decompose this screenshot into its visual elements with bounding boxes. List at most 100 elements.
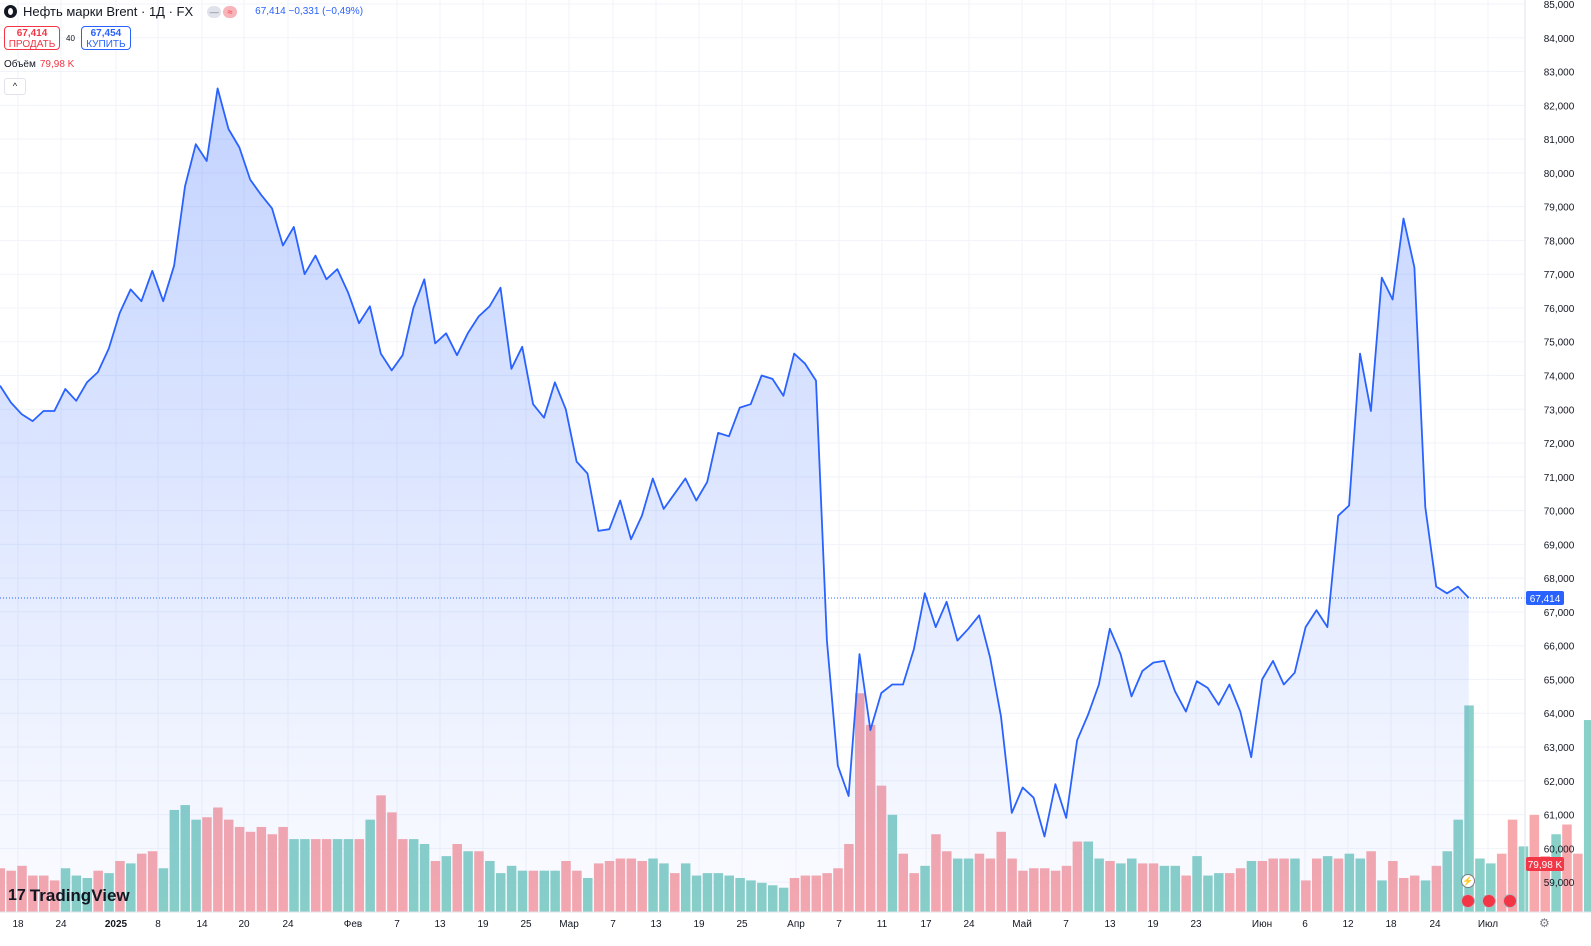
volume-bar [1540,856,1550,912]
time-tick-label: 18 [1385,919,1397,930]
price-tick-label: 70,000 [1544,507,1575,518]
price-tick-label: 79,000 [1544,203,1575,214]
time-tick-label: 24 [963,919,975,930]
time-tick-label: 8 [155,919,161,930]
tradingview-mark-icon: 17 [8,887,26,904]
price-tick-label: 60,000 [1544,844,1575,855]
price-tick-label: 72,000 [1544,439,1575,450]
price-tick-label: 63,000 [1544,743,1575,754]
minus-icon[interactable]: — [207,5,222,18]
trade-panel: 67,414 ПРОДАТЬ 40 67,454 КУПИТЬ [4,26,131,50]
volume-bar [1475,858,1485,912]
volume-bar [1464,705,1474,912]
collapse-icon[interactable]: ^ [4,78,26,95]
buy-price: 67,454 [90,28,122,39]
time-tick-label: 11 [877,919,888,930]
volume-bar [1507,819,1518,912]
buy-button[interactable]: 67,454 КУПИТЬ [80,26,131,50]
time-tick-label: Мар [559,919,579,930]
price-tick-label: 82,000 [1544,101,1575,112]
price-tick-label: 69,000 [1544,540,1575,551]
volume-bar [1486,863,1496,912]
price-area-fill [0,88,1469,912]
tradingview-name: TradingView [29,886,130,905]
time-tick-label: 20 [238,919,250,930]
sell-price: 67,414 [16,28,48,39]
time-tick-label: 18 [12,919,24,930]
price-tick-label: 62,000 [1544,777,1575,788]
approx-icon[interactable]: ≈ [223,5,238,18]
volume-bar [1583,720,1591,912]
price-tick-label: 59,000 [1544,878,1575,889]
buy-label: КУПИТЬ [86,39,126,50]
volume-bar [1496,853,1507,912]
sell-button[interactable]: 67,414 ПРОДАТЬ [4,26,60,50]
time-tick-label: Фев [344,919,362,930]
volume-label: Объём [4,59,36,70]
price-tick-label: 66,000 [1544,642,1575,653]
symbol-legend: Нефть марки Brent · 1Д · FX — ≈ 67,414 −… [4,4,363,19]
brent-logo-icon [4,5,17,18]
lightning-icon[interactable]: ⚡ [1461,874,1475,888]
time-tick-label: 19 [477,919,489,930]
price-tick-label: 85,000 [1544,0,1575,11]
time-tick-label: 25 [520,919,532,930]
symbol-title[interactable]: Нефть марки Brent · 1Д · FX [23,4,194,19]
price-tick-label: 73,000 [1544,405,1575,416]
time-tick-label: Июн [1252,919,1272,930]
time-tick-label: 13 [650,919,662,930]
price-line [0,87,1470,838]
time-tick-label: 14 [196,919,208,930]
price-tick-label: 67,000 [1544,608,1575,619]
us-flag-event-icon[interactable] [1503,894,1517,908]
volume-bar [1573,853,1583,912]
time-tick-label: Май [1012,919,1032,930]
price-change: 67,414 −0,331 (−0,49%) [255,6,364,17]
price-tick-label: 76,000 [1544,304,1575,315]
time-tick-label: 6 [1302,919,1308,930]
price-tick-label: 75,000 [1544,338,1575,349]
last-price-badge [1526,590,1564,605]
last-price-line: 67,414 79,98 K [0,590,1564,871]
volume-badge [1526,857,1564,871]
time-tick-label: 24 [55,919,67,930]
time-tick-label: 2025 [105,919,128,930]
volume-bar [1518,846,1529,912]
price-tick-label: 74,000 [1544,372,1575,383]
price-tick-label: 61,000 [1544,811,1575,822]
volume-bar [1562,824,1572,912]
sell-label: ПРОДАТЬ [8,39,56,50]
time-tick-label: 17 [920,919,932,930]
us-flag-event-icon[interactable] [1482,894,1496,908]
time-tick-label: 12 [1342,919,1354,930]
legend-toggle[interactable]: — ≈ [207,5,238,18]
volume-bar [1551,834,1561,912]
time-tick-label: Апр [787,919,805,930]
price-tick-label: 83,000 [1544,68,1575,79]
time-tick-label: 7 [836,919,842,930]
time-tick-label: Июл [1478,919,1498,930]
price-tick-label: 71,000 [1544,473,1575,484]
time-tick-label: 7 [1063,919,1069,930]
time-tick-label: 13 [1104,919,1116,930]
time-tick-label: 13 [434,919,446,930]
price-tick-label: 77,000 [1544,270,1575,281]
price-area [0,87,1470,912]
last-price-label: 67,414 [1530,594,1561,605]
time-tick-label: 24 [282,919,294,930]
gear-icon[interactable]: ⚙ [1539,916,1550,930]
time-tick-label: 19 [693,919,705,930]
time-tick-label: 7 [394,919,400,930]
time-tick-label: 24 [1429,919,1441,930]
volume-legend: Объём 79,98 K [4,59,74,70]
spread-value: 40 [66,33,75,43]
time-tick-label: 7 [610,919,616,930]
volume-value: 79,98 K [39,59,75,70]
tradingview-logo[interactable]: 17 TradingView [8,886,130,906]
price-tick-label: 80,000 [1544,169,1575,180]
us-flag-event-icon[interactable] [1461,894,1475,908]
time-tick-label: 19 [1147,919,1159,930]
price-tick-label: 84,000 [1544,34,1575,45]
price-tick-label: 68,000 [1544,574,1575,585]
